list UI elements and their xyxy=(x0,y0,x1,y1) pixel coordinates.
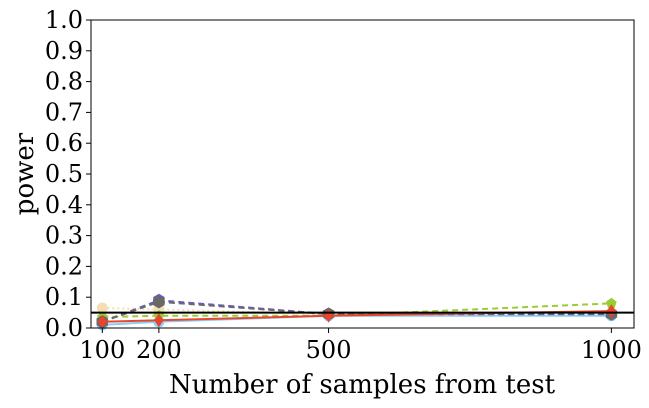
data-point xyxy=(96,302,108,314)
x-tick-label: 200 xyxy=(136,336,182,364)
data-point xyxy=(97,314,107,329)
plot-frame xyxy=(90,19,635,329)
series-2 xyxy=(97,297,617,322)
data-point xyxy=(154,313,164,328)
y-axis-label: power xyxy=(10,132,40,215)
x-tick-label: 100 xyxy=(79,336,125,364)
series-line xyxy=(102,302,612,319)
series-4 xyxy=(96,293,618,329)
series-1 xyxy=(96,302,617,320)
axes-frame xyxy=(90,19,635,329)
y-tick-label: 0.9 xyxy=(45,37,83,65)
x-tick-label: 1000 xyxy=(581,336,642,364)
y-tick-label: 0.5 xyxy=(45,160,83,188)
x-axis-label: Number of samples from test xyxy=(169,370,556,400)
y-tick-label: 0.0 xyxy=(45,314,83,342)
series-line xyxy=(101,299,612,323)
y-tick-label: 0.2 xyxy=(45,252,83,280)
y-tick-label: 0.3 xyxy=(45,222,83,250)
y-tick-label: 0.1 xyxy=(45,283,83,311)
x-axis: 100 200 500 1000 xyxy=(79,328,642,364)
plot-area xyxy=(91,293,634,331)
y-axis: 0.0 0.1 0.20.3 0.4 0.5 0.6 0.70.8 0.9 1.0 xyxy=(45,6,91,342)
data-point xyxy=(153,295,165,309)
y-tick-label: 1.0 xyxy=(45,6,83,34)
x-tick-label: 500 xyxy=(306,336,352,364)
y-tick-label: 0.4 xyxy=(45,191,83,219)
y-tick-label: 0.7 xyxy=(45,98,83,126)
y-tick-label: 0.8 xyxy=(45,68,83,96)
data-point xyxy=(606,304,617,319)
y-tick-label: 0.6 xyxy=(45,129,83,157)
